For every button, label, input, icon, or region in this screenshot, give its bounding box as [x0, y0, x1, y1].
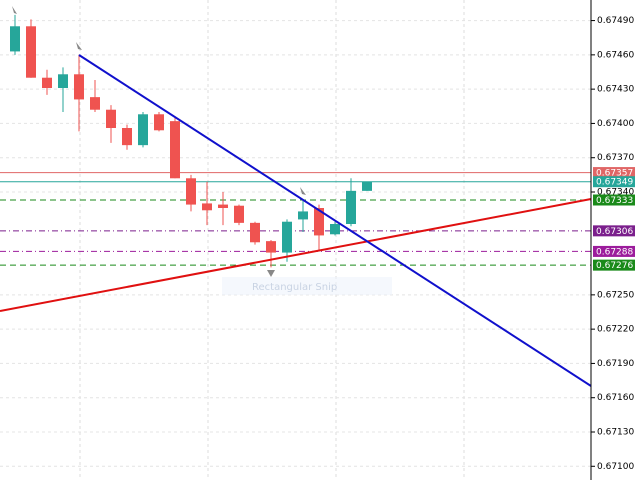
level-label-box [593, 176, 635, 188]
candle-body [106, 109, 116, 128]
y-tick-label: 0.67370 [597, 153, 634, 163]
candle-body [362, 181, 372, 191]
y-tick-label: 0.67220 [597, 325, 634, 335]
anchor-marker [12, 6, 17, 14]
y-tick-label: 0.67340 [597, 188, 634, 198]
candle-body [26, 26, 36, 78]
candle-body [202, 203, 212, 211]
candle-body [186, 178, 196, 205]
candle-body [234, 205, 244, 223]
level-label-box [593, 259, 635, 271]
y-tick-label: 0.67430 [597, 85, 634, 95]
candle-body [218, 204, 228, 208]
candle-body [314, 208, 324, 236]
candle-body [298, 211, 308, 220]
candle-body [74, 74, 84, 100]
level-label-box [593, 194, 635, 206]
candle-body [266, 241, 276, 253]
level-label: 0.67349 [596, 178, 633, 188]
y-tick-label: 0.67100 [597, 462, 634, 472]
level-label: 0.67357 [596, 169, 633, 179]
anchor-marker [300, 187, 306, 195]
trend-line [78, 54, 592, 387]
level-label: 0.67288 [596, 247, 633, 257]
candle-body [10, 26, 20, 52]
y-tick-label: 0.67190 [597, 359, 634, 369]
candle-body [330, 224, 340, 235]
level-label: 0.67306 [596, 227, 633, 237]
y-tick-label: 0.67160 [597, 393, 634, 403]
candle-body [138, 114, 148, 146]
level-label-box [593, 245, 635, 257]
y-tick-label: 0.67130 [597, 428, 634, 438]
y-tick-label: 0.67460 [597, 50, 634, 60]
y-tick-label: 0.67490 [597, 16, 634, 26]
candle-body [58, 74, 68, 88]
candle-body [90, 97, 100, 110]
candle-body [250, 222, 260, 243]
candle-body [346, 190, 356, 224]
y-tick-label: 0.67250 [597, 290, 634, 300]
trend-line [0, 198, 592, 312]
anchor-marker [76, 42, 82, 50]
candle-body [154, 114, 164, 131]
level-label: 0.67276 [596, 261, 633, 271]
level-label-box [593, 225, 635, 237]
y-tick-label: 0.67400 [597, 119, 634, 129]
anchor-marker [267, 270, 275, 277]
candle-body [170, 121, 180, 179]
vertical-grid [79, 0, 465, 480]
watermark-box [222, 277, 392, 295]
level-label-box [593, 167, 635, 179]
level-label: 0.67333 [596, 196, 633, 206]
candle-body [122, 128, 132, 146]
watermark-text: Rectangular Snip [252, 282, 337, 293]
candle-body [282, 221, 292, 253]
candle-body [42, 77, 52, 88]
